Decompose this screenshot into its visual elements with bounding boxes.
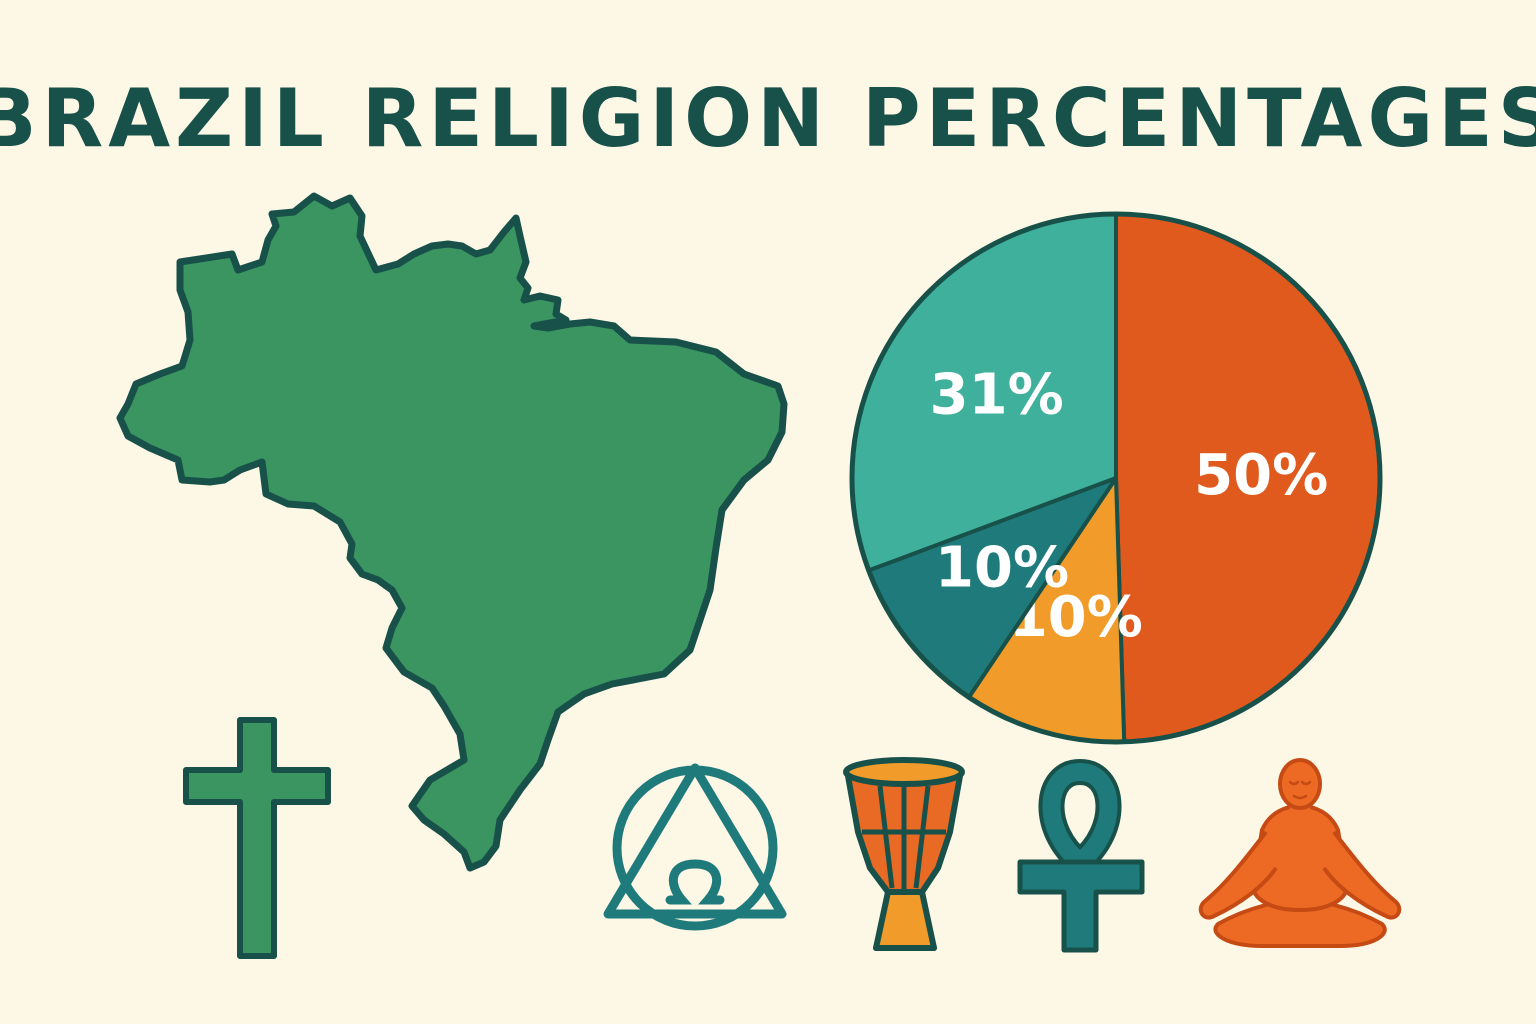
- triangle-omega-circle-icon: [603, 763, 787, 931]
- religion-pie-chart: 50%10%10%31%: [849, 211, 1383, 745]
- djembe-drum-icon: [843, 757, 965, 951]
- pie-slice-label-1: 50%: [1194, 443, 1328, 508]
- latin-cross-icon: [183, 717, 331, 959]
- pie-slice-label-4: 31%: [930, 363, 1064, 428]
- brazil-map: [116, 192, 788, 872]
- meditating-buddha-icon: [1198, 758, 1402, 948]
- pie-slice-label-3: 10%: [935, 536, 1069, 601]
- pie-outline: [849, 211, 1383, 745]
- ankh-icon: [1017, 759, 1145, 953]
- page-title: BRAZIL RELIGION PERCENTAGES: [0, 72, 1536, 165]
